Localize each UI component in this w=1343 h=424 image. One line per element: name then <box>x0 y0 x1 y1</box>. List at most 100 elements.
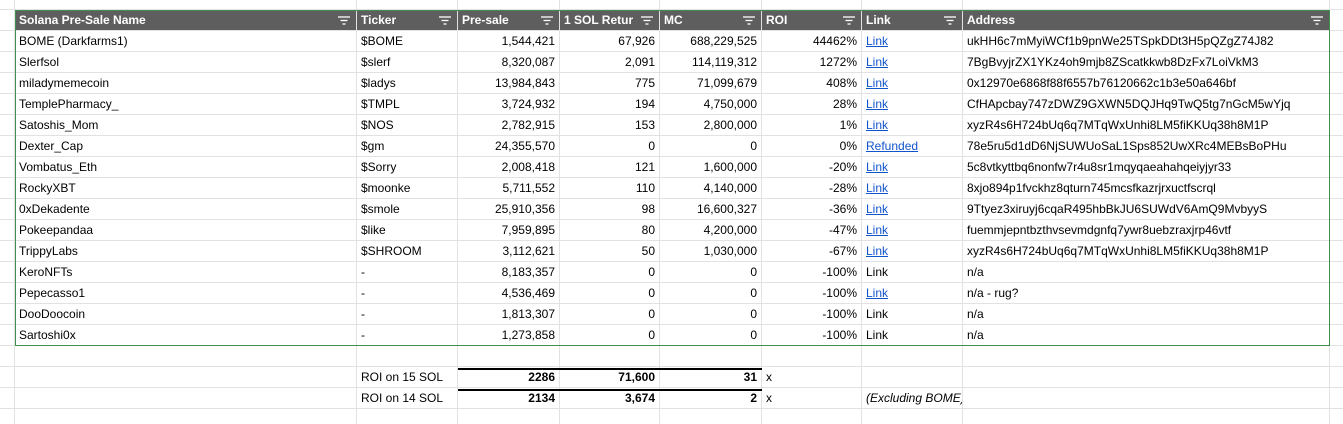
cell: $TMPL <box>361 97 400 111</box>
cell: $moonke <box>361 181 411 195</box>
cell: 98 <box>641 202 655 216</box>
footer-value: 2134 <box>528 391 555 405</box>
column-line <box>559 0 560 424</box>
link[interactable]: Refunded <box>866 139 919 153</box>
row-line <box>0 282 1343 283</box>
link[interactable]: Link <box>866 202 889 216</box>
cell: -100% <box>822 265 857 279</box>
cell: 688,229,525 <box>690 34 757 48</box>
filter-icon[interactable] <box>1311 16 1323 25</box>
cell: 13,984,843 <box>494 76 555 90</box>
cell: 153 <box>634 118 655 132</box>
cell: n/a - rug? <box>967 286 1019 300</box>
cell: 0 <box>750 286 757 300</box>
cell: 194 <box>634 97 655 111</box>
cell: 3,112,621 <box>502 244 556 258</box>
link[interactable]: Link <box>866 286 889 300</box>
cell: 67,926 <box>618 34 655 48</box>
cell: 7,959,895 <box>501 223 555 237</box>
cell: - <box>361 328 365 342</box>
cell: 0 <box>750 139 757 153</box>
row-line <box>0 303 1343 304</box>
row-line <box>0 345 1343 346</box>
link: Link <box>866 307 889 321</box>
link[interactable]: Link <box>866 76 889 90</box>
column-header[interactable]: ROI <box>762 10 861 30</box>
cell: 0 <box>648 286 655 300</box>
column-header[interactable]: Ticker <box>357 10 457 30</box>
filter-icon[interactable] <box>743 16 755 25</box>
filter-icon[interactable] <box>641 16 653 25</box>
cell: $NOS <box>361 118 394 132</box>
column-line <box>861 0 862 424</box>
filter-icon[interactable] <box>439 16 451 25</box>
cell: -47% <box>828 223 857 237</box>
cell: $BOME <box>361 34 404 48</box>
row-line <box>0 9 1343 10</box>
cell: $Sorry <box>361 160 397 174</box>
cell: $slerf <box>361 55 391 69</box>
column-line <box>14 0 15 424</box>
footer-unit: x <box>766 370 772 384</box>
cell: 0 <box>750 307 757 321</box>
cell: 2,782,915 <box>501 118 555 132</box>
cell: $ladys <box>361 76 396 90</box>
link[interactable]: Link <box>866 34 889 48</box>
cell: n/a <box>967 328 984 342</box>
filter-icon[interactable] <box>541 16 553 25</box>
column-line <box>761 0 762 424</box>
cell: -36% <box>828 202 857 216</box>
cell: CfHApcbay747zDWZ9GXWN5DQJHq9TwQ5tg7nGcM5… <box>967 97 1291 111</box>
cell: 44462% <box>812 34 857 48</box>
link[interactable]: Link <box>866 118 889 132</box>
column-header[interactable]: Pre-sale <box>458 10 559 30</box>
column-header[interactable]: Link <box>862 10 962 30</box>
column-line <box>659 0 660 424</box>
column-line <box>1329 0 1330 424</box>
link[interactable]: Link <box>866 181 889 195</box>
column-header[interactable]: Solana Pre-Sale Name <box>15 10 356 30</box>
link[interactable]: Link <box>866 97 889 111</box>
cell: -20% <box>828 160 857 174</box>
link[interactable]: Link <box>866 55 889 69</box>
link[interactable]: Link <box>866 160 889 174</box>
footer-border <box>458 368 762 370</box>
cell: -100% <box>822 307 857 321</box>
cell: 28% <box>832 97 857 111</box>
cell: xyzR4s6H724bUq6q7MTqWxUnhi8LM5fiKKUq38h8… <box>967 118 1269 132</box>
cell: xyzR4s6H724bUq6q7MTqWxUnhi8LM5fiKKUq38h8… <box>967 244 1269 258</box>
footer-value: 2286 <box>528 370 555 384</box>
link[interactable]: Link <box>866 223 889 237</box>
cell: ukHH6c7mMyiWCf1b9pnWe25TSpkDDt3H5pQZgZ74… <box>967 34 1274 48</box>
column-header[interactable]: Address <box>963 10 1329 30</box>
cell: - <box>361 307 365 321</box>
cell: 71,099,679 <box>696 76 757 90</box>
cell: 0x12970e6868f88f6557b76120662c1b3e50a646… <box>967 76 1236 90</box>
cell: $smole <box>361 202 400 216</box>
row-line <box>0 114 1343 115</box>
filter-icon[interactable] <box>338 16 350 25</box>
cell: KeroNFTs <box>19 265 73 279</box>
cell: 7BgBvyjrZX1YKz4oh9mjb8ZScatkkwb8DzFx7Loi… <box>967 55 1259 69</box>
filter-icon[interactable] <box>843 16 855 25</box>
row-line <box>0 93 1343 94</box>
cell: $like <box>361 223 386 237</box>
cell: 8,320,087 <box>501 55 555 69</box>
cell: 5,711,552 <box>502 181 556 195</box>
cell: 0 <box>648 265 655 279</box>
cell: 0 <box>648 328 655 342</box>
cell: 0% <box>839 139 857 153</box>
filter-icon[interactable] <box>944 16 956 25</box>
link[interactable]: Link <box>866 244 889 258</box>
row-line <box>0 135 1343 136</box>
footer-border <box>458 389 762 391</box>
row-line <box>0 156 1343 157</box>
cell: 16,600,327 <box>696 202 757 216</box>
column-line <box>962 0 963 424</box>
footer-value: 3,674 <box>624 391 655 405</box>
column-header[interactable]: MC <box>660 10 761 30</box>
cell: $gm <box>361 139 385 153</box>
column-header[interactable]: 1 SOL Retur <box>560 10 659 30</box>
cell: Pokeepandaa <box>19 223 94 237</box>
cell: -67% <box>828 244 857 258</box>
